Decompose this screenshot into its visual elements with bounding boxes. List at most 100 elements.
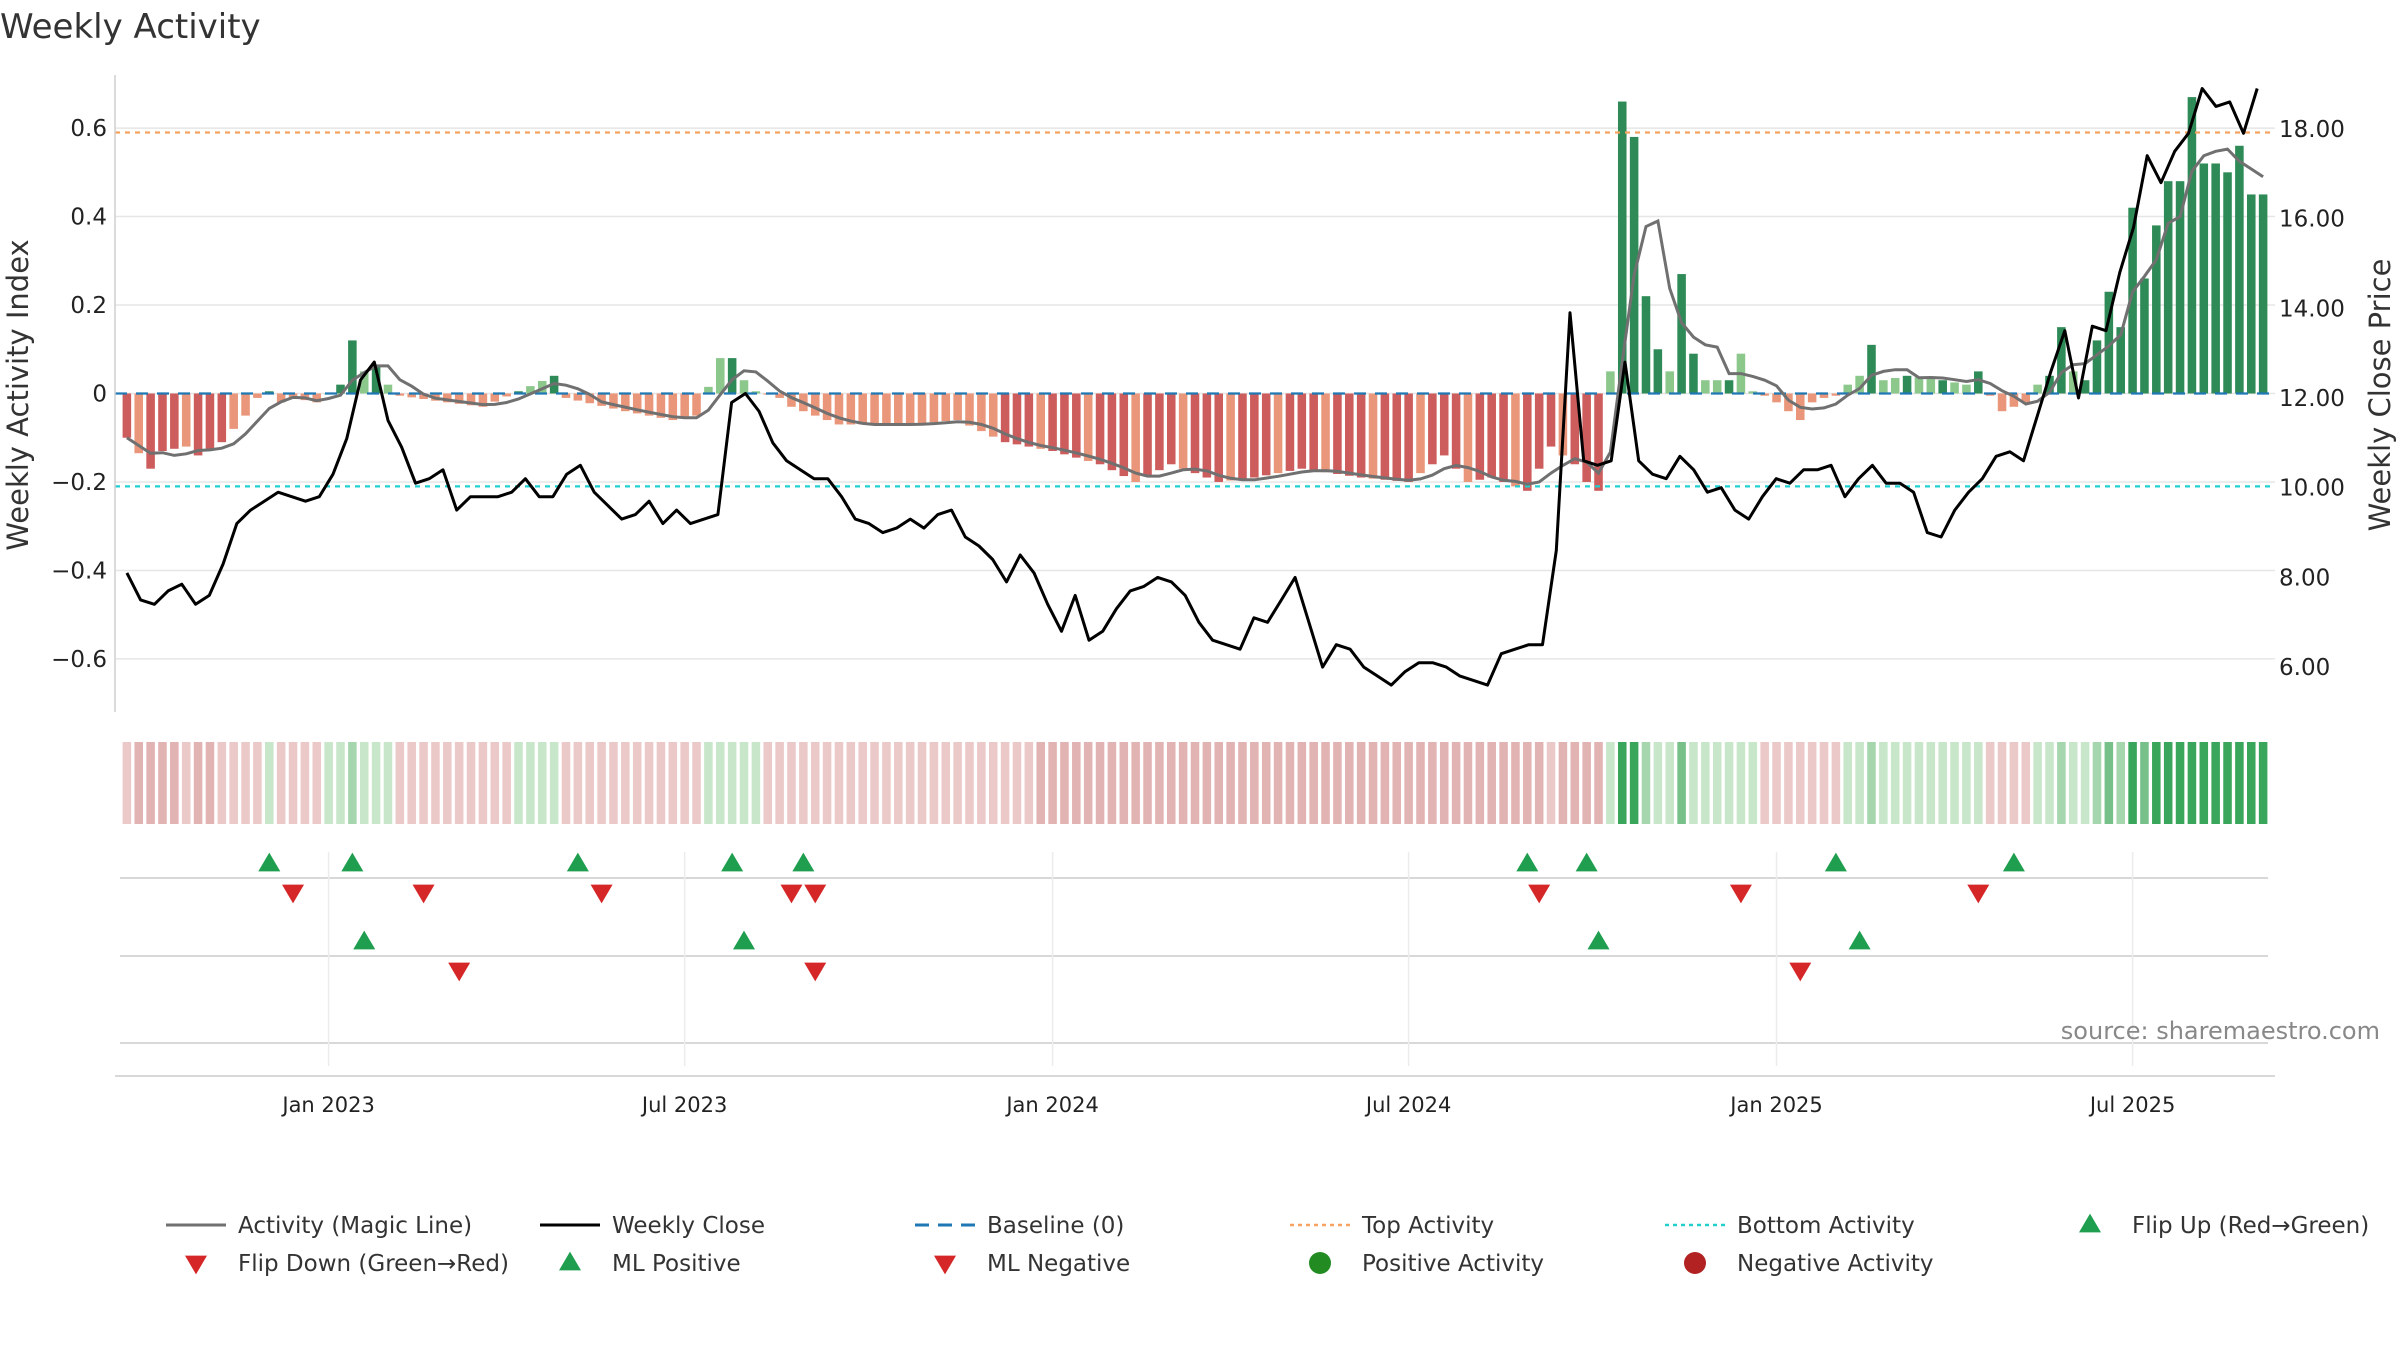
activity-bar	[1914, 377, 1924, 394]
activity-bar	[1428, 393, 1437, 465]
activity-bar	[1416, 393, 1425, 474]
activity-bar	[1131, 393, 1140, 482]
activity-bar	[348, 340, 357, 394]
heat-cell	[2163, 742, 2173, 824]
x-tick-label: Jan 2024	[1004, 1093, 1099, 1117]
heat-cell	[680, 742, 689, 824]
activity-bar	[2163, 181, 2173, 394]
activity-bar	[1143, 393, 1152, 477]
activity-bar	[1665, 371, 1674, 394]
heat-cell	[265, 742, 274, 824]
legend-swatch-triangle-up	[2079, 1213, 2101, 1233]
activity-bar	[1784, 393, 1793, 412]
activity-bar	[1855, 375, 1864, 394]
activity-bar	[2009, 393, 2019, 407]
activity-bar	[134, 393, 144, 454]
heat-cell	[1119, 742, 1129, 824]
legend-item: Weekly Close	[540, 1213, 765, 1239]
legend-label: Weekly Close	[612, 1213, 765, 1239]
heat-cell	[2175, 742, 2185, 824]
flip-up-marker	[792, 852, 815, 872]
heat-cell	[1796, 742, 1805, 824]
heat-cell	[2057, 742, 2066, 824]
legend-swatch-circle	[1309, 1252, 1331, 1274]
flip-up-marker	[1516, 852, 1539, 872]
heat-cell	[1000, 742, 1010, 824]
heat-cell	[300, 742, 310, 824]
heat-cell	[253, 742, 262, 824]
y-tick-label: −0.6	[51, 647, 107, 673]
heat-cell	[170, 742, 179, 824]
activity-bar	[1155, 393, 1164, 471]
heat-cell	[454, 742, 464, 824]
activity-bar	[490, 393, 500, 402]
heat-cell	[1226, 742, 1235, 824]
activity-bar	[1487, 393, 1496, 478]
activity-bar	[1879, 380, 1888, 394]
activity-bar	[2045, 375, 2054, 394]
activity-bar	[1499, 393, 1508, 482]
activity-bar	[1712, 380, 1722, 394]
activity-bar	[1345, 393, 1354, 476]
heat-cell	[1309, 742, 1318, 824]
heat-cell	[2068, 742, 2078, 824]
activity-bar	[1594, 393, 1603, 491]
heat-cell	[1439, 742, 1449, 824]
flip-up-marker	[1824, 852, 1847, 872]
activity-bar	[1843, 384, 1853, 394]
activity-bar	[1701, 380, 1710, 394]
activity-bar	[609, 393, 618, 409]
activity-bar	[2116, 327, 2125, 394]
heat-cell	[217, 742, 227, 824]
activity-bar	[1807, 393, 1817, 403]
heat-cell	[1475, 742, 1485, 824]
activity-bar	[1534, 393, 1544, 469]
heat-cell	[1617, 742, 1627, 824]
heat-cell	[2021, 742, 2031, 824]
heat-cell	[775, 742, 784, 824]
heat-cell	[1202, 742, 1212, 824]
activity-bar	[146, 393, 155, 469]
activity-bar	[1095, 393, 1105, 465]
heat-cell	[1107, 742, 1117, 824]
activity-bar	[680, 393, 689, 418]
flip-down-marker	[1729, 884, 1752, 904]
heat-cell	[2080, 742, 2090, 824]
heat-cell	[870, 742, 879, 824]
flip-down-marker	[412, 884, 435, 904]
heat-cell	[1807, 742, 1817, 824]
activity-bar	[2140, 278, 2149, 394]
activity-bar	[1950, 382, 1959, 394]
activity-bar	[514, 391, 523, 394]
heat-cell	[2009, 742, 2019, 824]
legend-item: ML Negative	[934, 1251, 1130, 1277]
activity-bar	[1997, 393, 2007, 412]
activity-bar	[858, 393, 867, 425]
heat-cell	[597, 742, 606, 824]
activity-bar	[158, 393, 167, 452]
heat-cell	[1629, 742, 1639, 824]
heat-cell	[1333, 742, 1342, 824]
activity-bar	[443, 393, 452, 403]
activity-bar	[644, 393, 654, 416]
activity-bar	[1392, 393, 1402, 481]
y-tick-label: 0.6	[70, 116, 107, 142]
heat-cell	[1772, 742, 1781, 824]
heat-cell	[2116, 742, 2125, 824]
axes: 0.6 0.4 0.2 0 −0.2 −0.4 −0.6 18.00 16.00 14.00 12.…	[51, 75, 2345, 712]
activity-bar	[1000, 393, 1010, 443]
activity-bar	[668, 393, 678, 421]
ml-positive-marker	[353, 930, 376, 950]
heat-cell	[1261, 742, 1271, 824]
activity-bar	[265, 391, 274, 394]
heat-cell	[2140, 742, 2149, 824]
heat-cell	[894, 742, 903, 824]
heat-cell	[158, 742, 167, 824]
legend-label: Bottom Activity	[1737, 1213, 1915, 1239]
activity-bar	[1012, 393, 1022, 445]
activity-bar	[1107, 393, 1117, 471]
heat-cell	[1273, 742, 1283, 824]
flip-up-marker	[566, 852, 589, 872]
heat-cell	[1048, 742, 1057, 824]
